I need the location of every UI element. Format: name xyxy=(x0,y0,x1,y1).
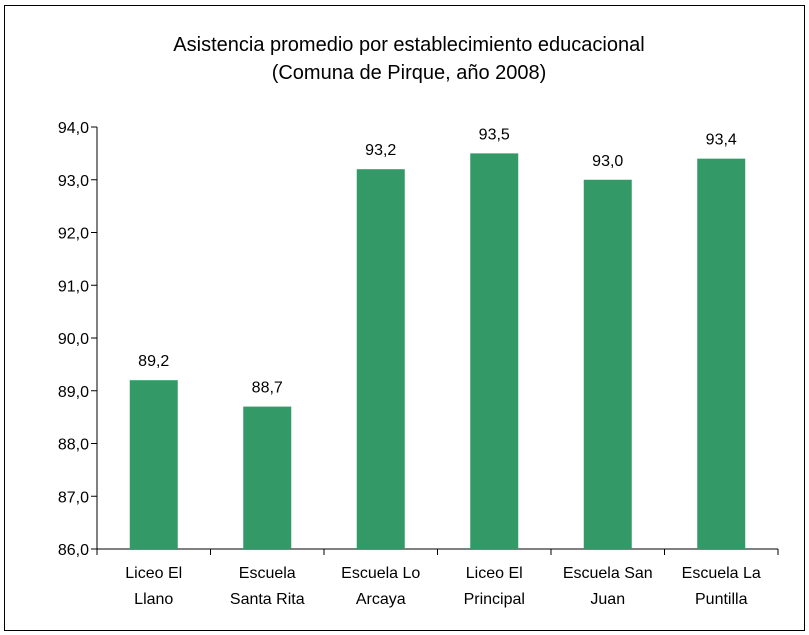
y-tick-label: 91,0 xyxy=(58,278,89,295)
y-tick-label: 94,0 xyxy=(58,120,89,137)
data-label: 89,2 xyxy=(138,353,169,370)
x-tick-label: Arcaya xyxy=(356,591,406,608)
data-label: 93,5 xyxy=(479,126,510,143)
data-label: 93,4 xyxy=(706,132,737,149)
chart-title-line-2: (Comuna de Pirque, año 2008) xyxy=(272,62,547,84)
x-tick-label: Escuela Lo xyxy=(341,565,420,582)
y-tick-label: 88,0 xyxy=(58,437,89,454)
bar xyxy=(697,158,746,549)
x-tick-label: Liceo El xyxy=(125,565,182,582)
y-tick-label: 89,0 xyxy=(58,384,89,401)
x-tick-label: Juan xyxy=(590,591,625,608)
y-tick-label: 86,0 xyxy=(58,542,89,559)
x-tick-label: Escuela La xyxy=(682,565,761,582)
y-tick-label: 90,0 xyxy=(58,331,89,348)
bar xyxy=(129,380,178,549)
x-tick-label: Liceo El xyxy=(466,565,523,582)
x-tick-label: Escuela xyxy=(239,565,296,582)
x-tick-label: Principal xyxy=(464,591,525,608)
y-tick-label: 87,0 xyxy=(58,489,89,506)
chart-title-line-1: Asistencia promedio por establecimiento … xyxy=(173,34,644,56)
plot-area: 86,0 87,0 88,0 89,0 90,0 91,0 92,0 93,0 94,0 89,2… xyxy=(58,120,779,608)
y-tick-label: 92,0 xyxy=(58,226,89,243)
x-tick-label: Santa Rita xyxy=(230,591,305,608)
x-tick-label: Llano xyxy=(134,591,173,608)
x-tick-label: Puntilla xyxy=(695,591,748,608)
data-label: 93,0 xyxy=(592,153,623,170)
data-label: 93,2 xyxy=(365,142,396,159)
bar xyxy=(356,169,405,549)
data-label: 88,7 xyxy=(252,380,283,397)
bar xyxy=(243,406,292,549)
y-tick-label: 93,0 xyxy=(58,173,89,190)
bar xyxy=(583,179,632,549)
x-tick-label: Escuela San xyxy=(563,565,653,582)
bar xyxy=(470,153,519,549)
